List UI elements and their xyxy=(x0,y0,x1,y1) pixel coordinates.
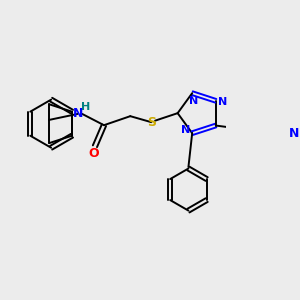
Text: N: N xyxy=(289,127,299,140)
Text: N: N xyxy=(181,125,190,135)
Text: N: N xyxy=(73,107,83,120)
Text: N: N xyxy=(218,97,227,107)
Text: O: O xyxy=(88,147,99,160)
Text: N: N xyxy=(189,96,198,106)
Text: H: H xyxy=(81,102,91,112)
Text: S: S xyxy=(147,116,156,129)
